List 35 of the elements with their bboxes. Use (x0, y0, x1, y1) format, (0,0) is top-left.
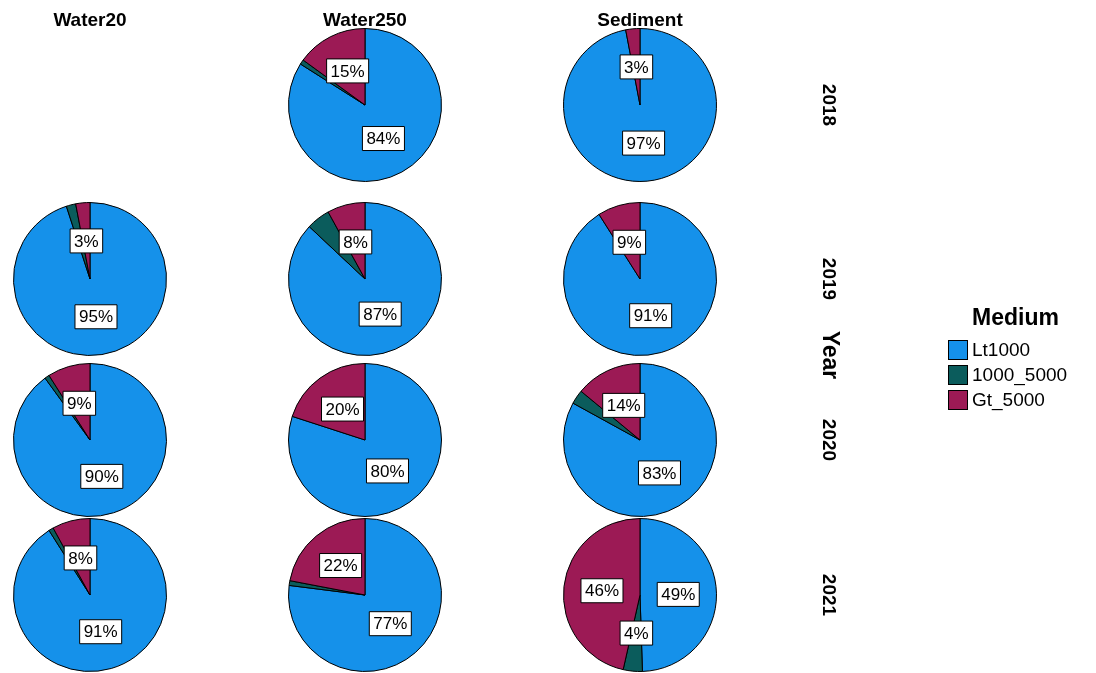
text: Year (817, 329, 844, 382)
text: 2020 (818, 417, 840, 464)
text: 2018 (818, 82, 840, 129)
data-label: 91% (633, 306, 668, 326)
data-label: 91% (83, 622, 118, 642)
category-label: Lt1000 (972, 338, 1031, 361)
category-label: Gt_5000 (972, 388, 1045, 411)
data-label: 95% (78, 307, 113, 327)
data-label: 87% (363, 304, 398, 324)
data-label: 9% (67, 393, 92, 413)
data-label: 9% (617, 232, 642, 252)
text: 2021 (818, 572, 840, 619)
data-label: 84% (366, 129, 401, 149)
legend-title: Medium (972, 304, 1060, 331)
chart-title: Sediment (596, 9, 684, 31)
category-label: 1000_5000 (972, 363, 1068, 386)
text: 2019 (818, 256, 840, 303)
data-label: 77% (373, 614, 408, 634)
data-label: 80% (370, 461, 405, 481)
data-label: 4% (624, 623, 649, 643)
data-label: 22% (323, 556, 358, 576)
data-label: 8% (68, 548, 93, 568)
data-label: 46% (584, 581, 619, 601)
data-label: 90% (84, 467, 119, 487)
data-label: 97% (626, 133, 661, 153)
chart-title: Water20 (52, 9, 128, 31)
data-label: 15% (330, 61, 365, 81)
data-label: 20% (325, 399, 360, 419)
chart-title: Water250 (322, 9, 408, 31)
data-label: 8% (343, 232, 368, 252)
data-label: 83% (642, 463, 677, 483)
data-label: 3% (74, 231, 99, 251)
data-label: 49% (661, 585, 696, 605)
data-label: 3% (624, 57, 649, 77)
data-label: 14% (606, 396, 641, 416)
